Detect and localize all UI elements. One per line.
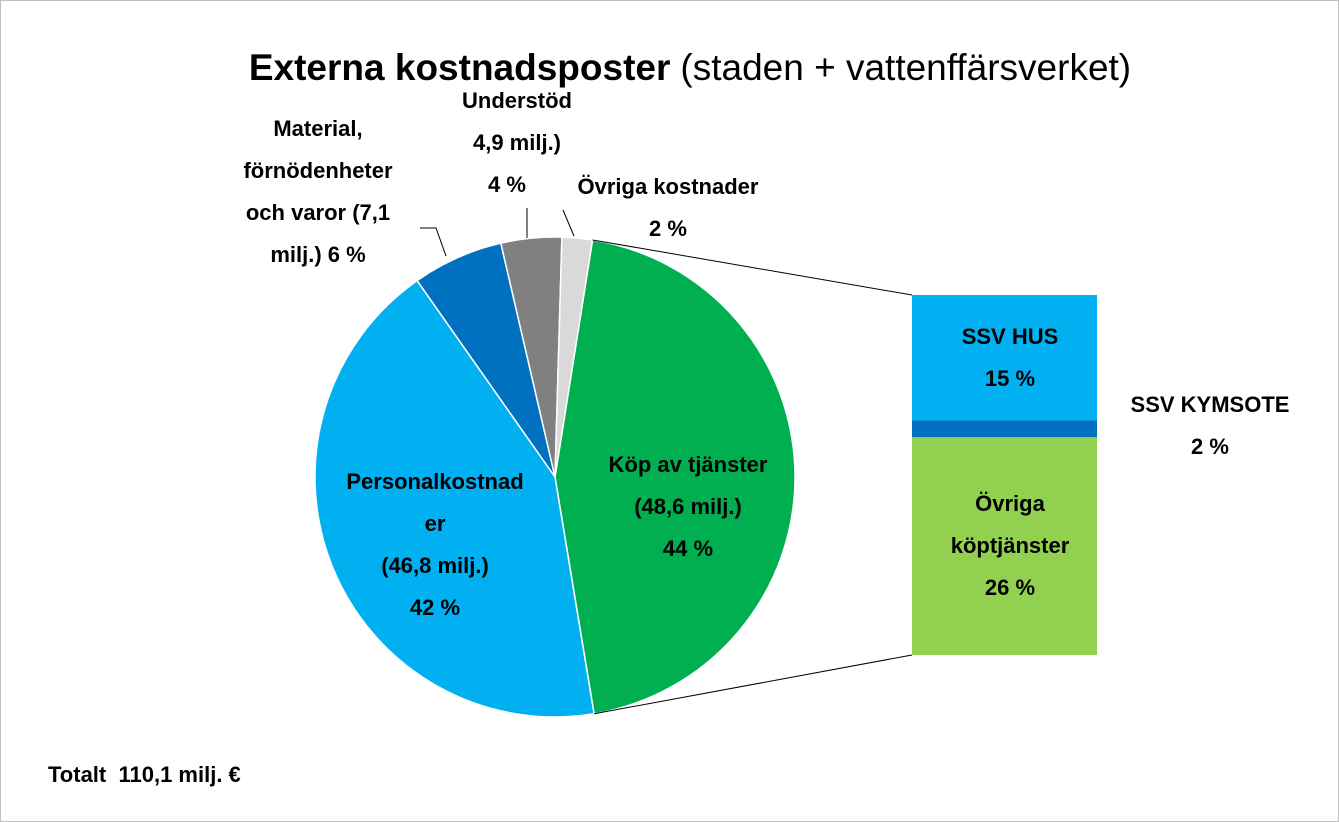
segment-label: 2 %	[1191, 434, 1229, 459]
total-annotation: Totalt 110,1 milj. €	[48, 762, 241, 787]
slice-label: 4 %	[488, 172, 526, 197]
leader-line	[420, 227, 447, 257]
slice-label: Material,	[273, 116, 362, 141]
segment-label: Övriga	[975, 491, 1045, 516]
slice-label: 42 %	[410, 595, 460, 620]
slice-label: Understöd	[462, 88, 572, 113]
pie-slice	[554, 236, 594, 478]
pie-slice	[554, 239, 796, 715]
leader-line	[562, 209, 575, 237]
slice-label: Köp av tjänster	[609, 452, 768, 477]
slice-label: Övriga kostnader	[578, 174, 759, 199]
segment-label: 26 %	[985, 575, 1035, 600]
connector-line	[593, 654, 913, 715]
slice-label: er	[425, 511, 446, 536]
chart-subtitle: (staden + vattenffärsverket)	[680, 47, 1131, 88]
segment-label: SSV HUS	[962, 324, 1059, 349]
bar-segment	[912, 295, 1097, 421]
bar-segment	[912, 420, 1097, 438]
slice-label: Personalkostnad	[346, 469, 523, 494]
pie-slice	[314, 279, 595, 718]
slice-label: 44 %	[663, 536, 713, 561]
slice-label: förnödenheter	[243, 158, 393, 183]
slice-label: milj.) 6 %	[270, 242, 365, 267]
bar-segment	[912, 437, 1097, 655]
segment-label: köptjänster	[951, 533, 1070, 558]
chart-title: Externa kostnadsposter	[249, 47, 671, 88]
slice-label: (46,8 milj.)	[381, 553, 489, 578]
slice-label: 2 %	[649, 216, 687, 241]
slice-label: (48,6 milj.)	[634, 494, 742, 519]
slice-label: 4,9 milj.)	[473, 130, 561, 155]
slice-label: och varor (7,1	[246, 200, 390, 225]
chart-title-group: Externa kostnadsposter (staden + vattenff…	[249, 47, 1131, 88]
connector-line	[592, 239, 913, 296]
segment-label: 15 %	[985, 366, 1035, 391]
segment-label: SSV KYMSOTE	[1131, 392, 1290, 417]
